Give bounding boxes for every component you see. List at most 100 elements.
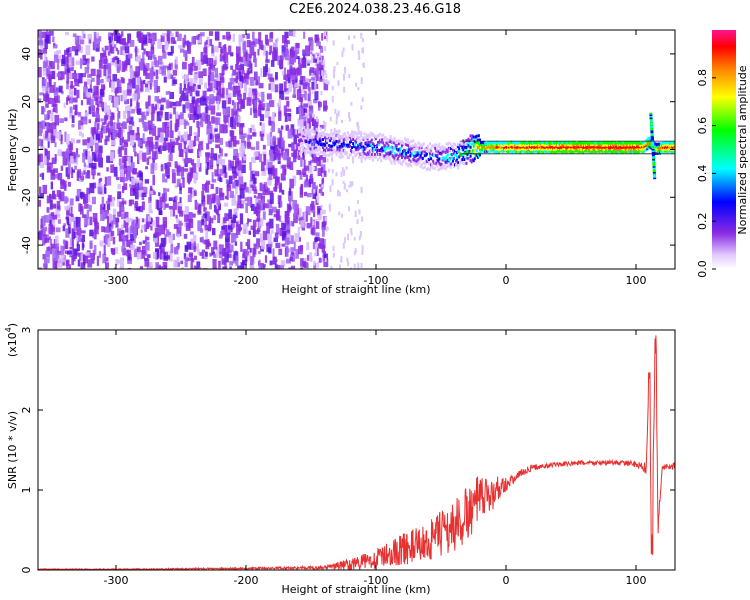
ridge-cell	[383, 137, 386, 141]
noise-cell	[155, 75, 159, 80]
noise-cell	[64, 117, 68, 122]
ridge-cell	[503, 145, 506, 149]
ridge-cell	[497, 150, 500, 154]
noise-cell	[109, 151, 115, 161]
noise-cell	[100, 127, 103, 139]
ridge-cell	[426, 167, 429, 171]
noise-cell	[52, 251, 58, 262]
ridge-cell	[309, 132, 312, 136]
noise-cell	[300, 183, 303, 191]
ridge-cell	[501, 147, 504, 151]
noise-cell	[248, 252, 252, 261]
x-tick-label: 0	[503, 274, 510, 287]
noise-cell	[51, 157, 57, 165]
ridge-cell	[440, 152, 443, 156]
ridge-cell	[616, 150, 619, 154]
noise-cell	[75, 195, 80, 202]
noise-cell	[96, 69, 102, 78]
ridge-cell	[624, 146, 627, 150]
noise-cell	[42, 253, 47, 260]
noise-cell	[108, 95, 112, 101]
ridge-cell	[662, 143, 664, 147]
noise-cell	[165, 142, 171, 151]
noise-cell	[314, 236, 320, 242]
ridge-cell	[400, 144, 403, 148]
noise-cell	[303, 191, 308, 197]
noise-cell	[143, 121, 149, 132]
noise-cell	[70, 66, 74, 72]
noise-cell	[138, 60, 144, 71]
ridge-cell	[407, 144, 410, 148]
ridge-cell	[642, 144, 645, 148]
noise-cell	[217, 173, 222, 181]
noise-cell	[70, 151, 76, 160]
ridge-cell	[360, 131, 363, 135]
noise-cell	[66, 64, 71, 73]
ridge-cell	[581, 148, 584, 152]
ridge-cell	[418, 151, 421, 155]
ridge-cell	[563, 143, 566, 147]
noise-cell	[147, 254, 151, 258]
noise-cell	[84, 217, 89, 226]
noise-cell	[73, 87, 77, 96]
ridge-cell	[389, 159, 392, 163]
noise-cell	[357, 126, 360, 133]
ridge-cell	[596, 141, 599, 145]
ridge-cell	[393, 162, 396, 166]
noise-cell	[186, 241, 192, 250]
ridge-cell	[425, 159, 428, 163]
noise-cell	[81, 132, 85, 138]
ridge-cell	[586, 143, 589, 147]
noise-cell	[183, 268, 186, 269]
noise-cell	[333, 71, 336, 79]
ridge-cell	[326, 139, 329, 143]
noise-cell	[174, 123, 179, 131]
ridge-cell	[554, 147, 557, 151]
noise-cell	[101, 47, 104, 52]
ridge-cell	[367, 133, 370, 137]
noise-cell	[189, 78, 194, 86]
noise-cell	[124, 177, 128, 182]
ridge-cell	[528, 149, 531, 153]
ridge-cell	[491, 149, 494, 153]
noise-cell	[276, 102, 280, 107]
noise-cell	[195, 90, 200, 97]
noise-cell	[111, 40, 115, 51]
ridge-cell	[649, 112, 653, 115]
ridge-cell	[491, 143, 494, 147]
noise-cell	[250, 203, 255, 211]
noise-cell	[193, 135, 197, 147]
ridge-cell	[337, 150, 340, 154]
ridge-cell	[599, 141, 602, 145]
ridge-cell	[299, 140, 302, 144]
ridge-cell	[579, 150, 582, 154]
noise-cell	[67, 174, 71, 180]
noise-cell	[83, 170, 86, 175]
noise-cell	[263, 265, 266, 269]
ridge-cell	[650, 134, 654, 137]
noise-cell	[229, 266, 232, 269]
noise-cell	[193, 172, 197, 184]
ridge-cell	[376, 135, 378, 139]
noise-cell	[46, 122, 49, 129]
noise-cell	[103, 203, 106, 212]
noise-cell	[213, 240, 218, 250]
noise-cell	[220, 46, 223, 55]
noise-cell	[318, 101, 322, 108]
noise-cell	[256, 204, 261, 210]
noise-cell	[96, 123, 100, 130]
ridge-cell	[368, 156, 371, 160]
noise-cell	[342, 180, 345, 184]
noise-cell	[134, 191, 139, 200]
noise-cell	[53, 103, 58, 113]
ridge-cell	[377, 152, 380, 156]
noise-cell	[319, 125, 324, 129]
ridge-cell	[522, 149, 525, 153]
noise-cell	[331, 85, 334, 91]
ridge-cell	[320, 131, 323, 135]
ridge-cell	[618, 141, 621, 145]
noise-cell	[290, 57, 296, 63]
ridge-cell	[671, 141, 674, 145]
noise-cell	[52, 203, 57, 208]
noise-cell	[129, 199, 135, 205]
